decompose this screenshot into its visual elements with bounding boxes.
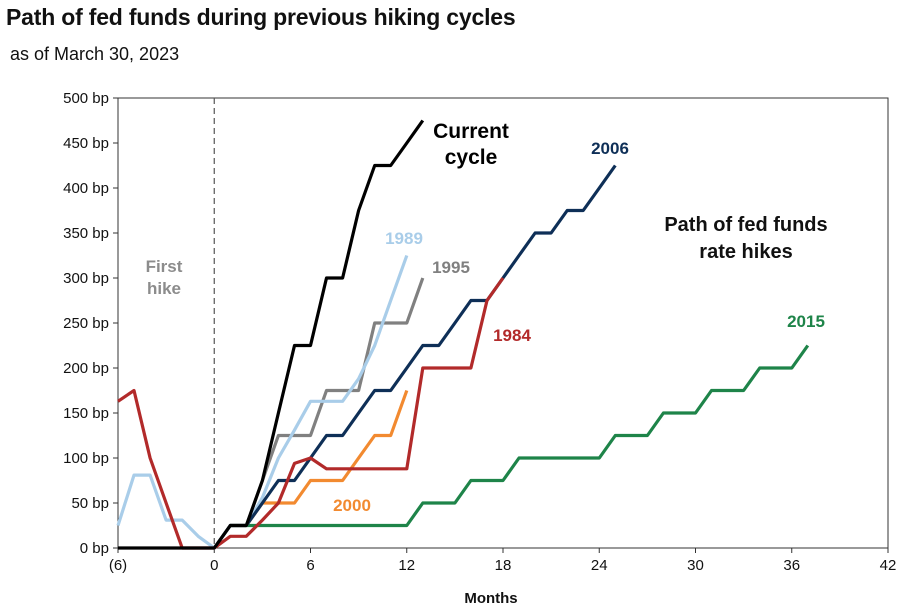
chart-title: Path of fed funds during previous hiking… — [6, 4, 516, 30]
series-line-1984 — [117, 277, 505, 550]
x-axis: (6) 0 6 12 18 24 30 36 42 Months — [109, 548, 897, 607]
series-labels: Current cycle 2006 1989 1995 1984 2000 2015 Firs… — [146, 120, 828, 515]
y-tick-label: 200 bp — [63, 360, 109, 377]
x-tick-label: 6 — [306, 557, 314, 574]
y-tick-label: 350 bp — [63, 225, 109, 242]
x-tick-label: 42 — [880, 557, 897, 574]
series-label-2006: 2006 — [591, 139, 629, 158]
series-label-1989: 1989 — [385, 229, 423, 248]
first-hike-label: First hike — [146, 257, 183, 298]
y-tick-label: 100 bp — [63, 450, 109, 467]
y-tick-label: 150 bp — [63, 405, 109, 422]
series-line-2015 — [212, 344, 810, 549]
y-tick-label: 450 bp — [63, 135, 109, 152]
series-line-2006 — [212, 164, 617, 549]
x-tick-label: 24 — [591, 557, 608, 574]
series-line-1995 — [212, 277, 425, 549]
series-line-1989 — [116, 254, 409, 550]
series-label-1995: 1995 — [432, 258, 470, 277]
chart-annotation: Path of fed funds rate hikes — [664, 214, 827, 263]
y-tick-label: 500 bp — [63, 90, 109, 107]
x-tick-label: 12 — [398, 557, 415, 574]
x-tick-label: 0 — [210, 557, 218, 574]
y-tick-label: 0 bp — [80, 540, 109, 557]
series-lines — [116, 119, 810, 550]
y-tick-label: 300 bp — [63, 270, 109, 287]
x-tick-label: 30 — [687, 557, 704, 574]
x-axis-label: Months — [464, 590, 517, 607]
series-label-1984: 1984 — [493, 326, 531, 345]
x-tick-label: 36 — [783, 557, 800, 574]
chart-subtitle: as of March 30, 2023 — [10, 44, 180, 64]
series-label-current-cycle: Current cycle — [433, 120, 509, 169]
y-tick-label: 400 bp — [63, 180, 109, 197]
series-line-current-cycle — [118, 119, 425, 550]
y-tick-label: 250 bp — [63, 315, 109, 332]
series-label-2015: 2015 — [787, 312, 825, 331]
series-label-2000: 2000 — [333, 496, 371, 515]
x-tick-label: 18 — [495, 557, 512, 574]
y-axis: 0 bp 50 bp 100 bp 150 bp 200 bp 250 bp 300 bp 3… — [63, 90, 118, 557]
y-tick-label: 50 bp — [71, 495, 109, 512]
x-tick-label: (6) — [109, 557, 127, 574]
